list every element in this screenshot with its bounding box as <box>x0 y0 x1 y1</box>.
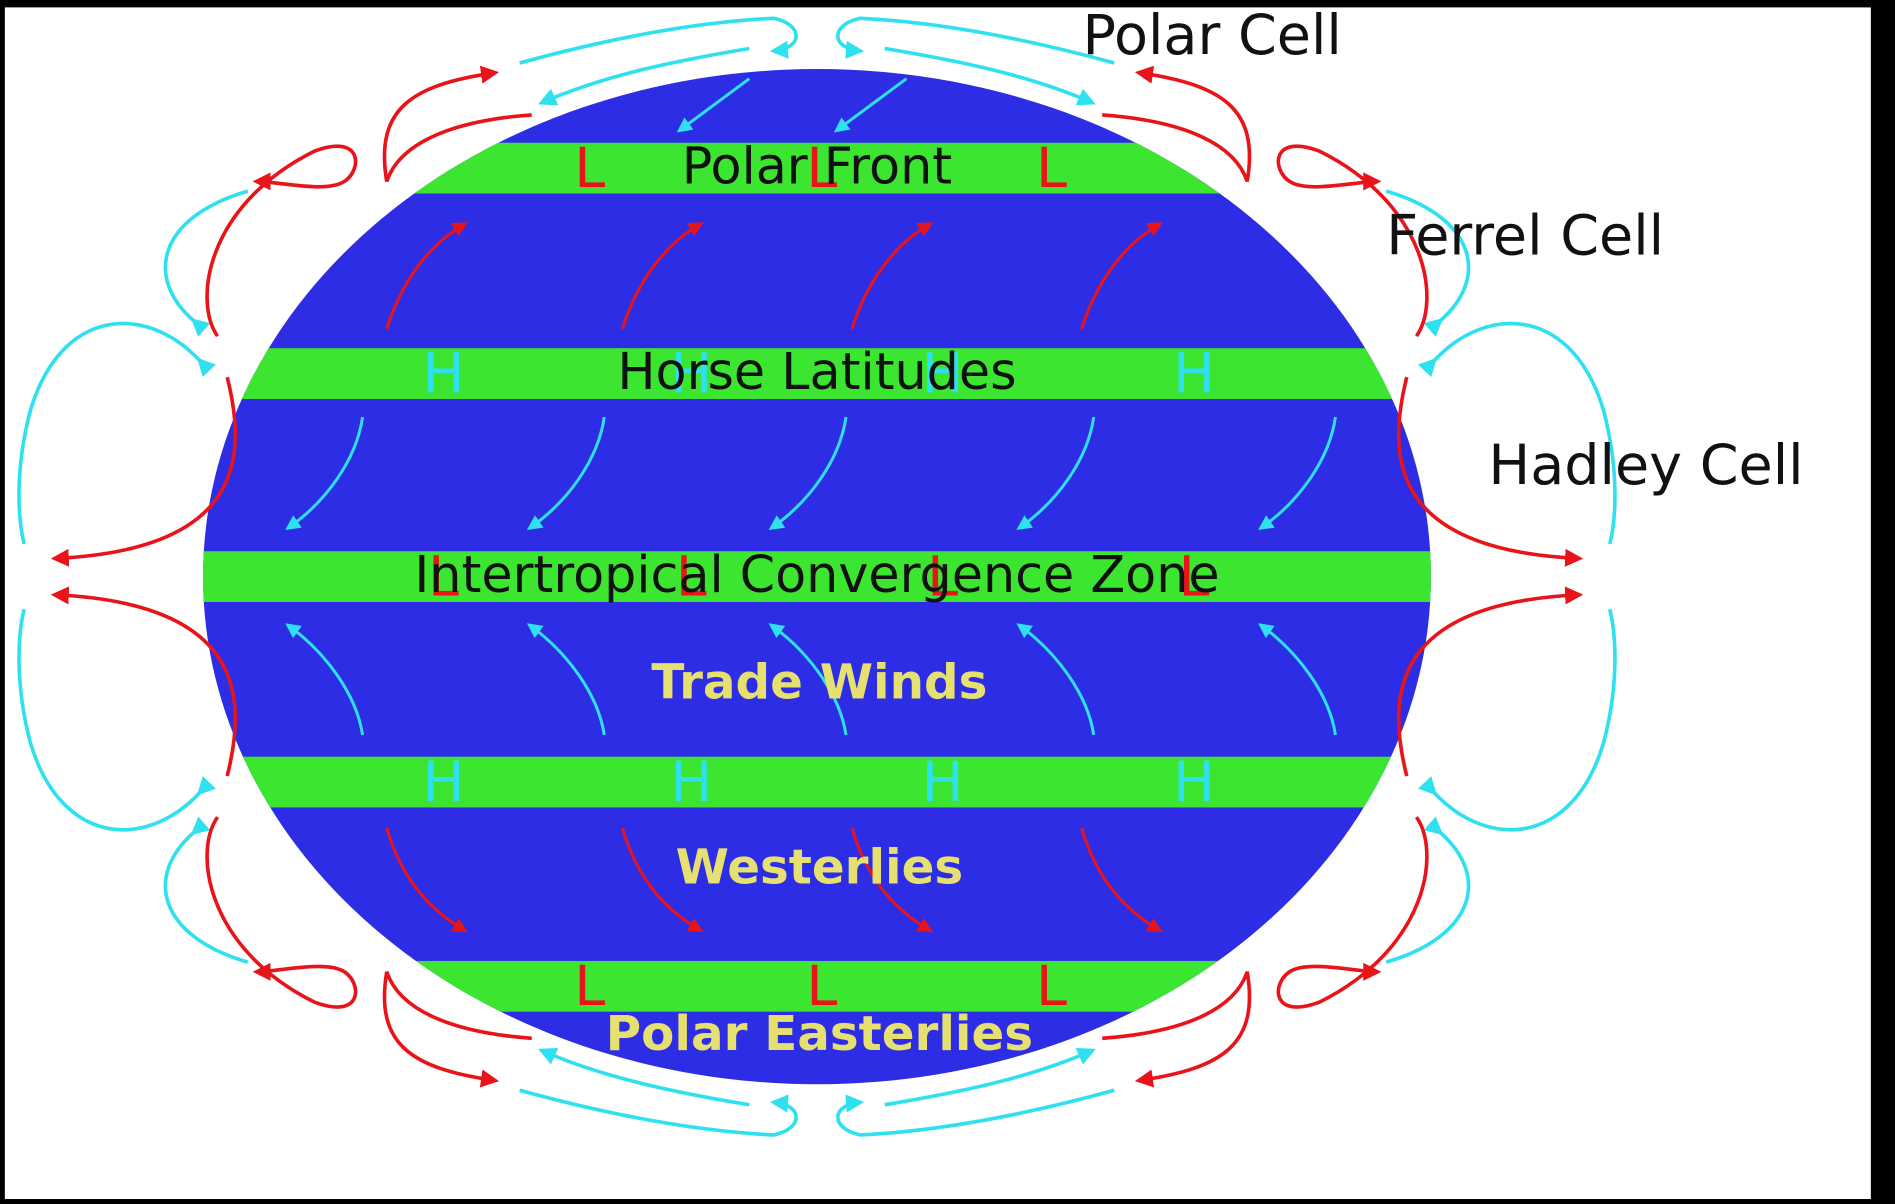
diagram: Polar Cell Ferrel Cell Hadley Cell LLLPo… <box>0 0 1895 1204</box>
pressure-marker: H <box>423 750 465 815</box>
band-label: Polar Front <box>682 136 952 195</box>
pressure-marker: H <box>423 341 465 406</box>
pressure-marker: H <box>1173 750 1215 815</box>
pressure-marker: H <box>1173 341 1215 406</box>
cell-label: Polar Cell <box>1082 3 1341 68</box>
pressure-marker: H <box>670 750 712 815</box>
cell-label: Ferrel Cell <box>1386 204 1664 269</box>
page: {"cells": ["Polar Cell", "Ferrel Cell", … <box>0 0 1895 1204</box>
wind-label: Trade Winds <box>651 654 987 710</box>
band-label: Horse Latitudes <box>617 342 1016 401</box>
pressure-marker: L <box>574 136 605 201</box>
band <box>193 757 1450 808</box>
band-label: Intertropical Convergence Zone <box>414 545 1219 604</box>
pressure-marker: H <box>922 750 964 815</box>
pressure-marker: L <box>1036 954 1067 1019</box>
pressure-marker: L <box>1036 136 1067 201</box>
pressure-marker: L <box>574 954 605 1019</box>
wind-label: Westerlies <box>676 839 964 895</box>
cell-label: Hadley Cell <box>1488 433 1803 498</box>
wind-label: Polar Easterlies <box>606 1006 1033 1062</box>
